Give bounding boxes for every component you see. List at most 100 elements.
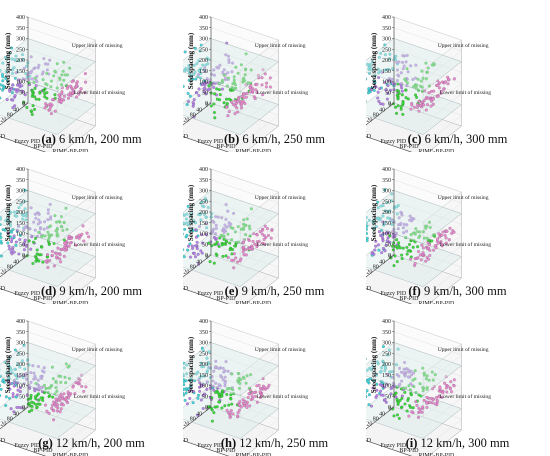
series-bp-pid [22, 60, 72, 116]
data-point [375, 373, 379, 377]
z-tick-label: 0 [205, 253, 208, 259]
series-pid [183, 197, 214, 259]
data-point [445, 390, 449, 394]
data-point [37, 398, 41, 402]
data-point [22, 100, 26, 104]
data-point [183, 248, 185, 252]
series-rime-bp-pid [225, 68, 272, 118]
data-point [242, 218, 246, 222]
data-point [400, 93, 404, 97]
data-point [227, 97, 231, 101]
data-point [51, 377, 55, 381]
data-point [23, 238, 27, 242]
data-point [42, 57, 46, 61]
data-point [201, 241, 205, 245]
data-point [29, 55, 33, 59]
gridline [210, 16, 279, 71]
data-point [210, 375, 214, 379]
data-point [187, 100, 190, 103]
data-point [226, 209, 230, 213]
data-point [75, 236, 78, 240]
data-point [13, 94, 17, 97]
data-point [50, 79, 53, 83]
data-point [384, 365, 387, 369]
data-point [405, 245, 409, 249]
data-point [425, 386, 429, 390]
data-point [381, 204, 385, 208]
data-point [60, 73, 64, 77]
gridline [27, 363, 96, 418]
z-tick-label: 300 [199, 37, 208, 43]
z-tick-label: 200 [16, 210, 25, 216]
data-point [18, 365, 22, 369]
data-point [87, 235, 91, 239]
data-point [60, 98, 64, 101]
algorithm-tick-label: RIME-BP-PID [235, 453, 272, 456]
data-point [45, 68, 49, 72]
data-point [396, 96, 400, 100]
data-point [67, 364, 71, 368]
data-point [34, 97, 38, 101]
algorithm-tick-label: PID [0, 134, 6, 140]
number-axis-line [183, 102, 212, 126]
data-point [6, 79, 10, 83]
data-point [389, 392, 393, 396]
data-point [54, 405, 58, 408]
data-point [16, 83, 19, 87]
data-point [55, 409, 59, 413]
data-point [443, 233, 447, 237]
panel-letter: (f) [408, 284, 421, 298]
scatter-3d-plot: Upper limit of missing Lower limit of mis… [366, 15, 491, 152]
data-point [60, 395, 64, 399]
data-point [237, 408, 241, 412]
data-point [228, 248, 232, 252]
data-point [68, 393, 72, 397]
number-tick-label: 80 [190, 417, 196, 423]
data-point [11, 68, 14, 72]
data-point [424, 259, 428, 263]
data-point [188, 230, 192, 233]
data-point [38, 91, 42, 95]
data-point [239, 227, 243, 231]
data-point [52, 74, 56, 78]
data-point [188, 94, 192, 98]
data-point [448, 387, 452, 391]
data-point [262, 237, 266, 241]
data-point [231, 248, 235, 251]
data-point [207, 405, 211, 409]
data-point [59, 392, 63, 396]
data-point [8, 396, 11, 400]
number-tick-label: 80 [373, 113, 379, 119]
data-point [431, 398, 435, 402]
data-point [225, 102, 229, 105]
data-point [31, 262, 35, 265]
number-tick-label: 120 [183, 422, 189, 428]
panel-caption: (a) 6 km/h, 200 mm [0, 132, 183, 147]
panel-condition: 12 km/h, 300 mm [417, 436, 510, 450]
algorithm-tick-label: RIME-BP-PID [52, 453, 89, 456]
series-rime-bp-pid [407, 375, 456, 419]
data-point [204, 197, 207, 200]
data-point [233, 244, 237, 248]
data-point [55, 86, 59, 90]
data-point [443, 381, 447, 385]
data-point [61, 69, 65, 73]
number-tick-label: 40 [196, 108, 202, 114]
z-axis-label: Seed spacing (mm) [187, 336, 195, 393]
data-point [45, 409, 49, 413]
gridline [210, 320, 279, 375]
data-point [227, 221, 231, 225]
data-point [422, 103, 426, 107]
data-point [248, 90, 252, 94]
data-point [12, 250, 16, 254]
data-point [225, 105, 228, 109]
data-point [61, 403, 65, 407]
algorithm-tick-label: Fuzzy PID [380, 443, 406, 449]
data-point [34, 236, 37, 240]
data-point [10, 237, 14, 241]
data-point [4, 219, 8, 223]
data-point [267, 233, 270, 237]
data-point [417, 99, 421, 103]
chart-panel: Upper limit of missing Lower limit of mis… [366, 304, 549, 456]
data-point [47, 411, 51, 415]
